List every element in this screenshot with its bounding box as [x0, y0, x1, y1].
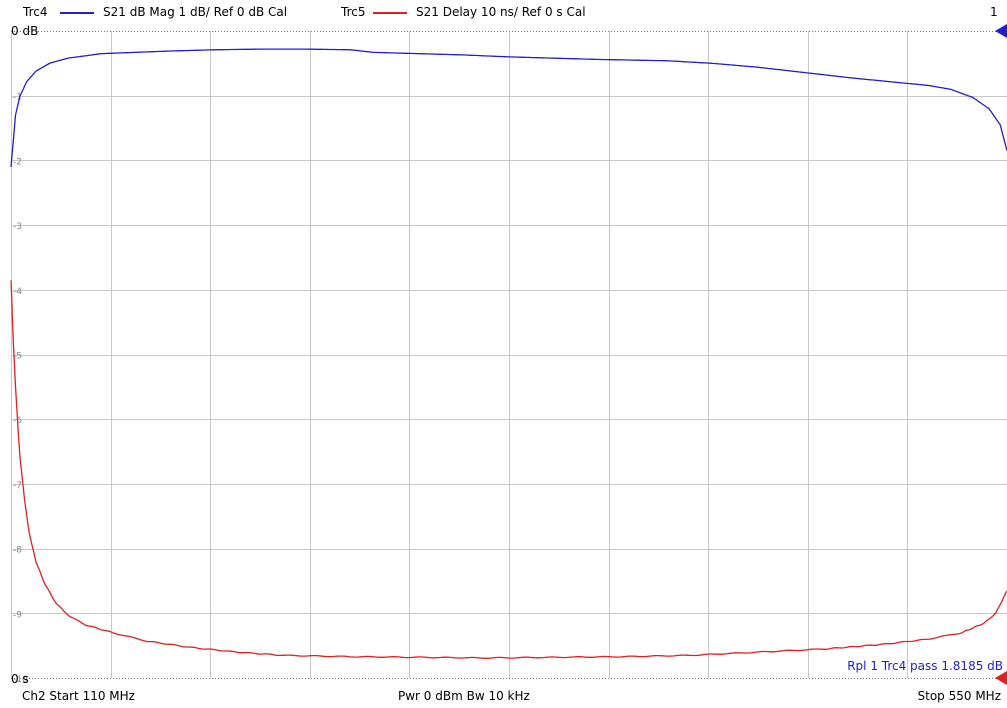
- grid: [11, 31, 1007, 679]
- start-frequency[interactable]: Ch2 Start 110 MHz: [22, 689, 135, 703]
- traces: [10, 48, 1007, 659]
- ripple-annotation: Rpl 1 Trc4 pass 1.8185 dB: [847, 659, 1003, 673]
- y-tick-label: -4: [13, 287, 22, 297]
- top-reference-label: 0 dB: [11, 24, 38, 38]
- y-tick-label: -1: [13, 93, 22, 103]
- y-tick-label: -3: [13, 222, 22, 232]
- channel-marker[interactable]: 1: [990, 5, 998, 19]
- y-tick-label: -7: [13, 481, 22, 491]
- y-tick-label: -2: [13, 157, 22, 167]
- y-tick-label: -9: [13, 610, 22, 620]
- trc5-description[interactable]: S21 Delay 10 ns/ Ref 0 s Cal: [416, 5, 586, 19]
- trc4-trace[interactable]: [10, 48, 1007, 167]
- trc4-description[interactable]: S21 dB Mag 1 dB/ Ref 0 dB Cal: [103, 5, 288, 19]
- trc5-legend-line: [373, 12, 407, 14]
- trc5-trace[interactable]: [10, 280, 1007, 659]
- bottom-reference-label: 0 s: [11, 672, 29, 686]
- y-tick-label: -8: [13, 546, 22, 556]
- trc4-reference-marker[interactable]: [995, 24, 1007, 38]
- power-bandwidth[interactable]: Pwr 0 dBm Bw 10 kHz: [398, 689, 530, 703]
- trc4-legend-line: [60, 12, 94, 14]
- trc5-label[interactable]: Trc5: [341, 5, 366, 19]
- trc4-label[interactable]: Trc4: [23, 5, 48, 19]
- stop-frequency[interactable]: Stop 550 MHz: [917, 689, 1002, 703]
- trc5-reference-marker[interactable]: [995, 671, 1007, 685]
- y-tick-label: -10: [13, 675, 28, 685]
- y-tick-label: -5: [13, 352, 22, 362]
- trace-header: Trc4 S21 dB Mag 1 dB/ Ref 0 dB Cal Trc5 …: [0, 0, 1007, 22]
- channel-footer: Ch2 Start 110 MHz Pwr 0 dBm Bw 10 kHz St…: [0, 686, 1007, 708]
